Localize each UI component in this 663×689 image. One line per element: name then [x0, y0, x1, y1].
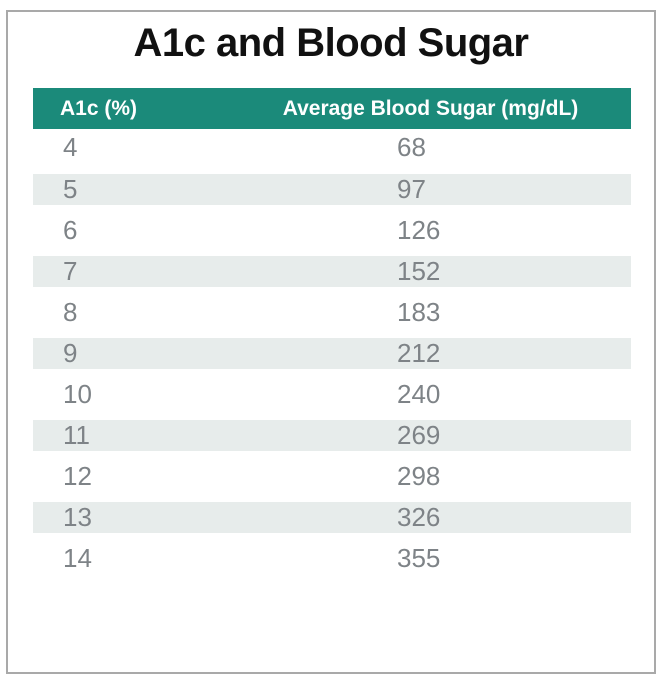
blood-sugar-value-cell: 152 [230, 251, 631, 297]
table-card: A1c and Blood Sugar A1c (%) Average Bloo… [6, 10, 656, 674]
a1c-value-cell: 7 [33, 251, 230, 297]
header-row: A1c (%) Average Blood Sugar (mg/dL) [33, 88, 631, 131]
a1c-value-cell: 10 [33, 374, 230, 420]
table-row: 6 126 [33, 210, 631, 256]
a1c-value-cell: 4 [33, 130, 230, 174]
table-row: 9 212 [33, 333, 631, 379]
header-a1c-percent: A1c (%) [33, 88, 230, 131]
table-header: A1c (%) Average Blood Sugar (mg/dL) [33, 88, 631, 131]
table-row: 10 240 [33, 374, 631, 420]
table-row: 7 152 [33, 251, 631, 297]
a1c-value-cell: 6 [33, 210, 230, 256]
a1c-value-cell: 14 [33, 538, 230, 584]
blood-sugar-value-cell: 326 [230, 497, 631, 543]
table-row: 12 298 [33, 456, 631, 502]
blood-sugar-value-cell: 298 [230, 456, 631, 502]
table-row: 14 355 [33, 538, 631, 584]
a1c-value-cell: 5 [33, 169, 230, 215]
blood-sugar-value-cell: 183 [230, 292, 631, 338]
blood-sugar-value-cell: 97 [230, 169, 631, 215]
table-row: 8 183 [33, 292, 631, 338]
blood-sugar-value-cell: 126 [230, 210, 631, 256]
table-row: 11 269 [33, 415, 631, 461]
blood-sugar-value-cell: 212 [230, 333, 631, 379]
blood-sugar-value-cell: 240 [230, 374, 631, 420]
table-row: 13 326 [33, 497, 631, 543]
a1c-value-cell: 8 [33, 292, 230, 338]
a1c-value-cell: 12 [33, 456, 230, 502]
blood-sugar-value-cell: 355 [230, 538, 631, 584]
a1c-value-cell: 13 [33, 497, 230, 543]
a1c-value-cell: 11 [33, 415, 230, 461]
a1c-blood-sugar-table: A1c (%) Average Blood Sugar (mg/dL) 4 68 5… [33, 88, 631, 584]
blood-sugar-value-cell: 269 [230, 415, 631, 461]
table-row: 4 68 [33, 130, 631, 174]
page-title: A1c and Blood Sugar [133, 21, 530, 65]
a1c-value-cell: 9 [33, 333, 230, 379]
header-average-blood-sugar: Average Blood Sugar (mg/dL) [230, 88, 631, 131]
table-body: 4 68 5 97 6 126 7 152 8 183 9 212 10 240 11 269 12 298 13 3… [33, 130, 631, 584]
blood-sugar-value-cell: 68 [230, 130, 631, 174]
table-row: 5 97 [33, 169, 631, 215]
